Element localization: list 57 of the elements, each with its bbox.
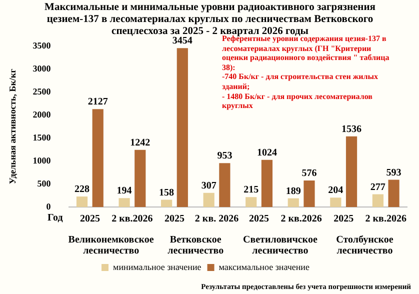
bar bbox=[246, 197, 257, 207]
data-label: 228 bbox=[74, 184, 90, 196]
bar bbox=[203, 192, 214, 207]
y-axis-title: Удельная активность, Бк/кг bbox=[8, 68, 18, 184]
data-label: 1536 bbox=[342, 124, 362, 135]
x-tick-label: 2025 bbox=[80, 214, 100, 225]
y-tick-label: 2000 bbox=[32, 109, 52, 120]
x-tick-label: 2 кв.2026 bbox=[280, 214, 322, 225]
data-label: 194 bbox=[116, 186, 132, 197]
data-label: 576 bbox=[302, 168, 317, 180]
data-label: 189 bbox=[286, 186, 301, 197]
text: Ветковское лесничество bbox=[168, 234, 224, 257]
legend-label: минимальное значение bbox=[113, 262, 202, 272]
bar bbox=[118, 198, 130, 207]
bar bbox=[161, 200, 172, 207]
bar bbox=[372, 194, 384, 207]
data-label: 204 bbox=[328, 185, 344, 196]
y-tick-label: 3500 bbox=[32, 40, 52, 50]
data-label: 1024 bbox=[256, 147, 277, 158]
bar bbox=[76, 196, 88, 207]
x-tick-label: 2 кв.2026 bbox=[365, 214, 406, 225]
x-tick-label: 2 кв. 2026 bbox=[194, 214, 239, 225]
x-axis-title: Год bbox=[48, 212, 63, 224]
bar bbox=[134, 150, 146, 207]
text: Светиловичское лесничество bbox=[242, 234, 318, 257]
data-label: 215 bbox=[244, 184, 259, 196]
data-label: 158 bbox=[159, 187, 174, 198]
bar bbox=[92, 109, 104, 207]
x-tick-label: 2025 bbox=[164, 214, 184, 225]
chart-title: Максимальные и минимальные уровни радиоактивного загрязнения цезием-137 в лесоматериалах круглых по лесничествам Ветковского спецлесхоза за 2025 - 2 квартал 2026 годы bbox=[44, 2, 376, 37]
y-tick-label: 3000 bbox=[32, 63, 52, 74]
data-label: 1242 bbox=[130, 137, 150, 148]
bar bbox=[346, 136, 358, 207]
bar bbox=[330, 198, 342, 207]
y-tick-label: 2500 bbox=[32, 86, 52, 96]
bar bbox=[288, 198, 299, 207]
text: Великонемковское лесничество bbox=[68, 234, 154, 257]
y-tick-label: 0 bbox=[46, 201, 52, 212]
data-label: 593 bbox=[386, 167, 402, 178]
data-label: 277 bbox=[370, 182, 386, 193]
bar bbox=[304, 180, 315, 207]
bar bbox=[261, 160, 273, 207]
x-tick-label: 2025 bbox=[334, 214, 354, 225]
y-tick-label: 1500 bbox=[32, 132, 52, 142]
text: Столбунское лесничество bbox=[336, 234, 394, 257]
y-tick-label: 500 bbox=[37, 178, 52, 188]
legend-label: максимальное значение bbox=[218, 262, 310, 272]
data-label: 307 bbox=[201, 180, 216, 192]
x-tick-label: 2 кв.2026 bbox=[112, 214, 153, 225]
y-tick-label: 1000 bbox=[32, 155, 52, 166]
bar bbox=[176, 48, 188, 207]
x-tick-label: 2025 bbox=[249, 214, 270, 225]
data-label: 3454 bbox=[172, 36, 192, 47]
data-label: 2127 bbox=[88, 96, 108, 108]
bar bbox=[388, 180, 400, 207]
data-label: 953 bbox=[217, 150, 232, 162]
bar bbox=[219, 163, 230, 207]
